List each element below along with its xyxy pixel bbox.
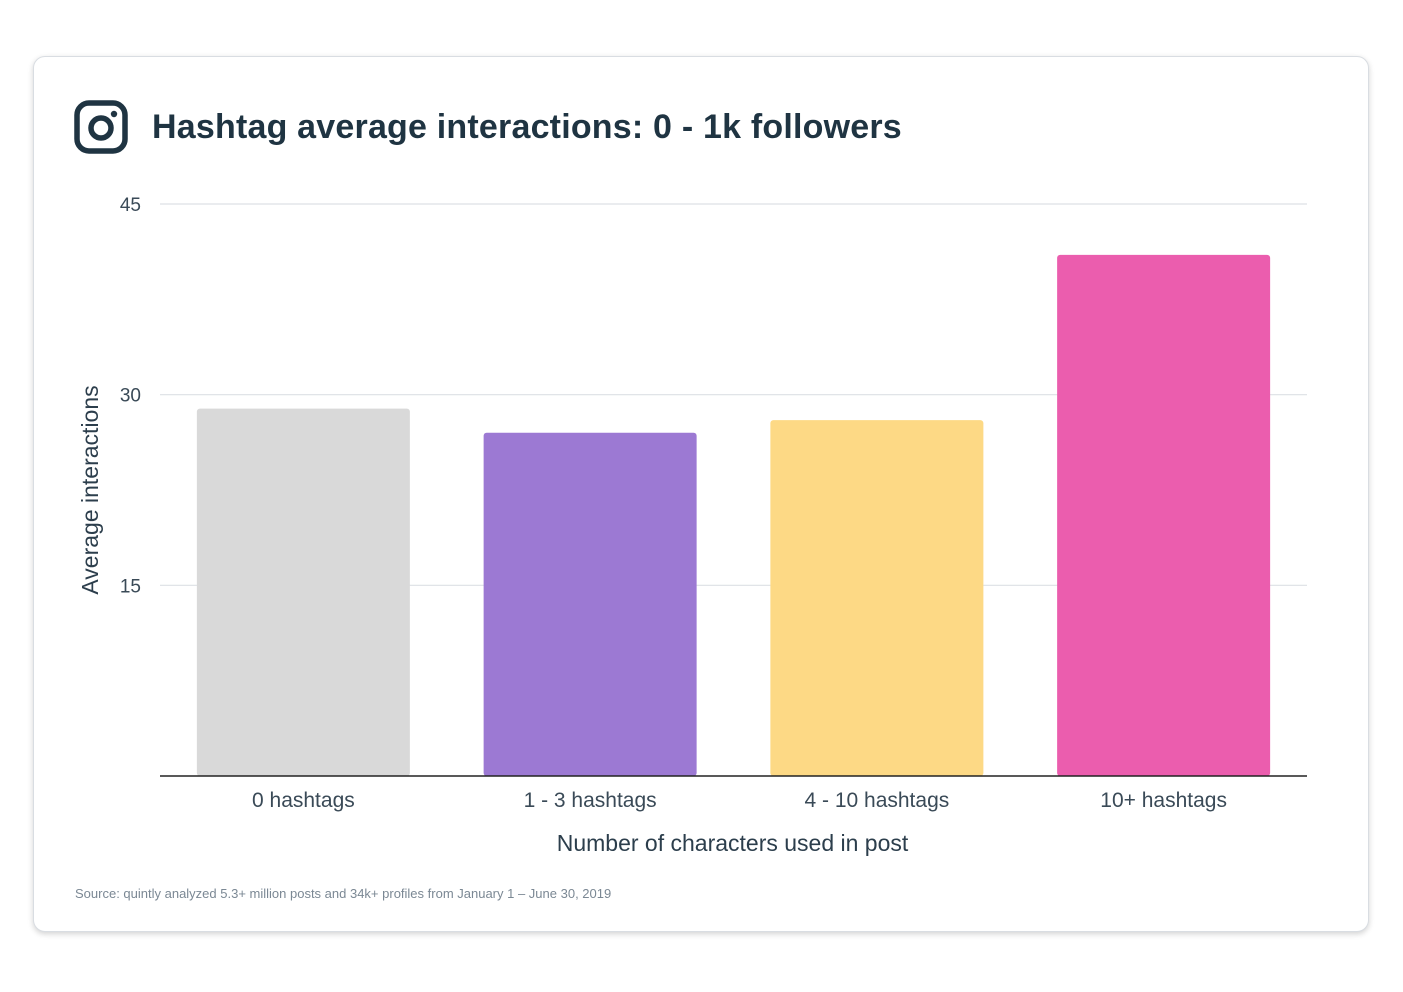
y-tick-label: 30: [120, 386, 141, 407]
x-axis-title: Number of characters used in post: [557, 830, 909, 856]
x-category-label: 0 hashtags: [252, 789, 355, 812]
x-axis-categories: 0 hashtags 1 - 3 hashtags 4 - 10 hashtags 1…: [252, 789, 1227, 812]
y-tick-label: 45: [120, 195, 141, 216]
chart-header: Hashtag average interactions: 0 - 1k fol…: [74, 100, 902, 154]
bars: [196, 254, 1271, 776]
bar-2: [483, 432, 697, 776]
y-tick-label: 15: [120, 576, 141, 597]
y-axis-title: Average interactions: [77, 385, 103, 594]
chart-title: Hashtag average interactions: 0 - 1k fol…: [152, 107, 902, 146]
instagram-icon: [74, 100, 128, 154]
x-category-label: 4 - 10 hashtags: [804, 789, 949, 812]
bar-3: [770, 420, 984, 776]
bar-1: [196, 408, 410, 776]
y-axis-ticks: 15 30 45: [120, 195, 141, 597]
source-note: Source: quintly analyzed 5.3+ million po…: [75, 886, 612, 901]
x-category-label: 1 - 3 hashtags: [524, 789, 657, 812]
x-category-label: 10+ hashtags: [1100, 789, 1227, 812]
bar-4: [1057, 254, 1271, 776]
